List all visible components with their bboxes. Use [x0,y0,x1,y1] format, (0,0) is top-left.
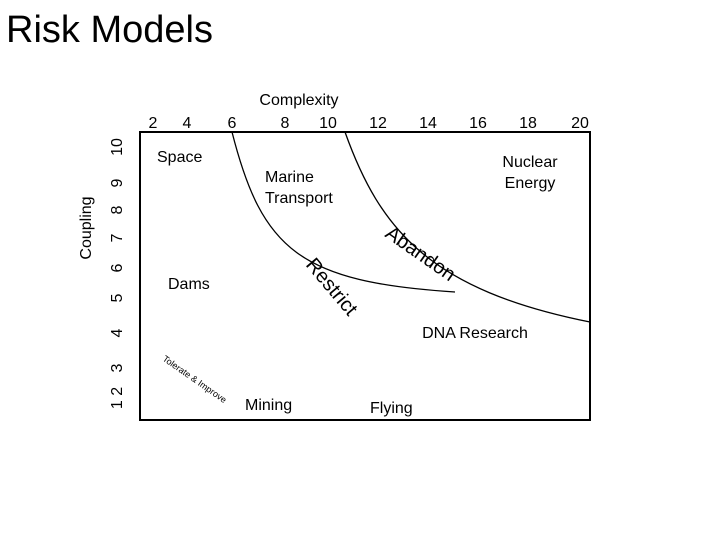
tick-label: 10 [109,138,126,156]
tick-label: 12 [369,115,387,132]
region-label: Tolerate & Improve [161,353,229,405]
tick-label: 14 [419,115,437,132]
tick-label: 2 [149,115,158,132]
tick-label: 4 [109,328,126,337]
item-label: DNA Research [422,325,528,342]
item-label: Space [157,149,202,166]
region-label: Abandon [381,222,459,286]
title: Risk Models [6,9,213,51]
tick-label: 3 [109,363,126,372]
tick-label: 5 [109,293,126,302]
tick-label: 10 [319,115,337,132]
tick-label: 8 [109,205,126,214]
tick-label: 6 [228,115,237,132]
item-label: Marine Transport [265,169,333,207]
y-axis-label: Coupling [78,196,95,259]
item-label: Dams [168,276,210,293]
tick-label: 1 2 [109,387,126,409]
item-label: Nuclear Energy [502,154,558,192]
tick-label: 9 [109,178,126,187]
tick-label: 16 [469,115,487,132]
tick-label: 6 [109,263,126,272]
tick-label: 8 [281,115,290,132]
plot-frame [139,131,591,421]
restrict-boundary [231,131,456,293]
tick-label: 18 [519,115,537,132]
tick-label: 20 [571,115,589,132]
item-label: Mining [245,397,292,414]
item-label: Flying [370,400,413,417]
region-label: Restrict [301,254,362,320]
tick-label: 7 [109,233,126,242]
x-axis-label: Complexity [259,92,338,109]
abandon-boundary [344,131,591,323]
tick-label: 4 [183,115,192,132]
